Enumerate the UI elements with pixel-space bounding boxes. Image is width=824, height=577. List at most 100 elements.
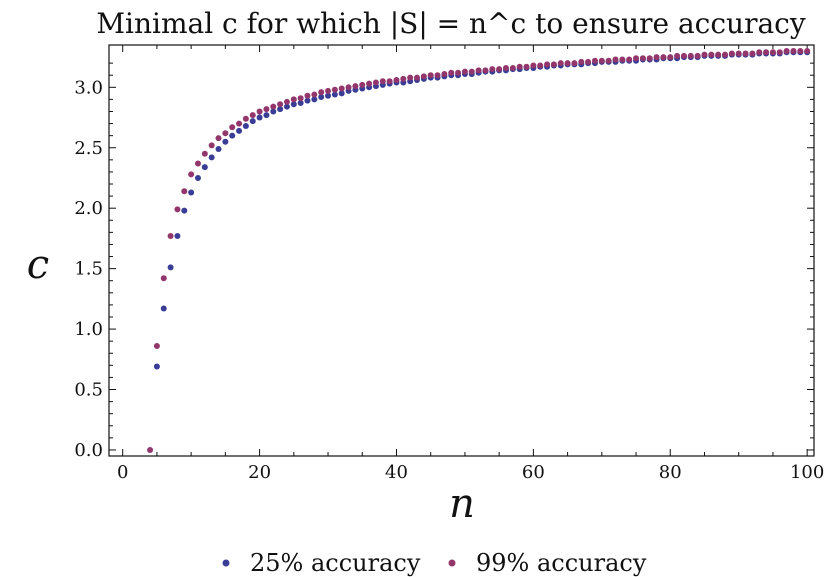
x-tick-label: 60 <box>522 462 545 483</box>
data-point <box>619 56 626 63</box>
data-point <box>756 49 763 56</box>
x-tick-label: 40 <box>385 462 408 483</box>
data-point <box>201 164 208 171</box>
data-point <box>256 114 263 121</box>
data-point <box>482 67 489 74</box>
data-point <box>352 83 359 90</box>
y-tick-label: 1.5 <box>74 259 103 280</box>
data-point <box>318 93 325 100</box>
data-point <box>722 51 729 58</box>
data-point <box>188 171 195 178</box>
data-point <box>359 81 366 88</box>
data-point <box>598 57 605 64</box>
data-point <box>557 60 564 67</box>
data-point <box>749 50 756 57</box>
legend-marker <box>222 559 230 567</box>
data-point <box>489 66 496 73</box>
x-tick-label: 80 <box>659 462 682 483</box>
y-axis-label: c <box>27 242 49 288</box>
x-axis-label: n <box>449 481 475 527</box>
data-point <box>236 127 243 134</box>
data-point <box>229 132 236 139</box>
data-point <box>311 96 318 103</box>
legend-marker <box>448 559 456 567</box>
data-point <box>680 52 687 59</box>
x-tick-label: 0 <box>117 462 128 483</box>
data-point <box>181 207 188 214</box>
data-point <box>194 174 201 181</box>
series-99-accuracy <box>147 48 811 453</box>
data-point <box>338 85 345 92</box>
data-point <box>653 54 660 61</box>
data-point <box>537 62 544 69</box>
data-point <box>639 55 646 62</box>
legend-label: 99% accuracy <box>476 549 647 577</box>
data-point <box>516 63 523 70</box>
data-point <box>325 92 332 99</box>
data-point <box>735 50 742 57</box>
y-tick-label: 2.5 <box>74 138 103 159</box>
legend: 25% accuracy 99% accuracy <box>222 549 647 577</box>
chart-title: Minimal c for which |S| = n^c to ensure … <box>96 7 805 40</box>
data-point <box>694 52 701 59</box>
data-point <box>400 75 407 82</box>
data-point <box>660 54 667 61</box>
data-point <box>283 103 290 110</box>
data-point <box>215 135 222 142</box>
data-point <box>188 189 195 196</box>
data-point <box>626 56 633 63</box>
data-point <box>270 108 277 115</box>
data-point <box>263 112 270 119</box>
data-point <box>763 49 770 56</box>
data-point <box>338 90 345 97</box>
data-point <box>667 54 674 61</box>
x-tick-label: 100 <box>790 462 824 483</box>
data-point <box>783 48 790 55</box>
data-point <box>297 100 304 107</box>
data-point <box>325 87 332 94</box>
data-point <box>475 67 482 74</box>
data-point <box>270 103 277 110</box>
series-25-accuracy <box>153 49 811 370</box>
data-point <box>544 61 551 68</box>
data-point <box>236 120 243 127</box>
data-point <box>728 50 735 57</box>
data-point <box>578 58 585 65</box>
data-point <box>715 51 722 58</box>
data-point <box>160 305 167 312</box>
data-point <box>167 232 174 239</box>
data-point <box>153 363 160 370</box>
data-point <box>633 55 640 62</box>
legend-item: 99% accuracy <box>448 549 647 577</box>
data-point <box>263 106 270 113</box>
data-point <box>571 60 578 67</box>
data-point <box>222 130 229 137</box>
data-point <box>701 51 708 58</box>
data-point <box>366 80 373 87</box>
data-point <box>804 48 811 55</box>
data-point <box>605 57 612 64</box>
data-point <box>468 68 475 75</box>
y-tick-label: 0.0 <box>74 440 103 461</box>
data-point <box>208 142 215 149</box>
data-point <box>372 79 379 86</box>
data-point <box>790 48 797 55</box>
x-tick-label: 20 <box>248 462 271 483</box>
data-point <box>256 108 263 115</box>
data-point <box>181 188 188 195</box>
data-point <box>174 206 181 213</box>
data-point <box>160 275 167 282</box>
data-point <box>208 154 215 161</box>
data-point <box>687 52 694 59</box>
data-point <box>646 55 653 62</box>
data-point <box>550 61 557 68</box>
data-point <box>530 62 537 69</box>
data-point <box>249 118 256 125</box>
data-point <box>304 92 311 99</box>
legend-label: 25% accuracy <box>250 549 421 577</box>
data-point <box>441 71 448 78</box>
legend-item: 25% accuracy <box>222 549 421 577</box>
data-point <box>167 264 174 271</box>
data-point <box>742 50 749 57</box>
